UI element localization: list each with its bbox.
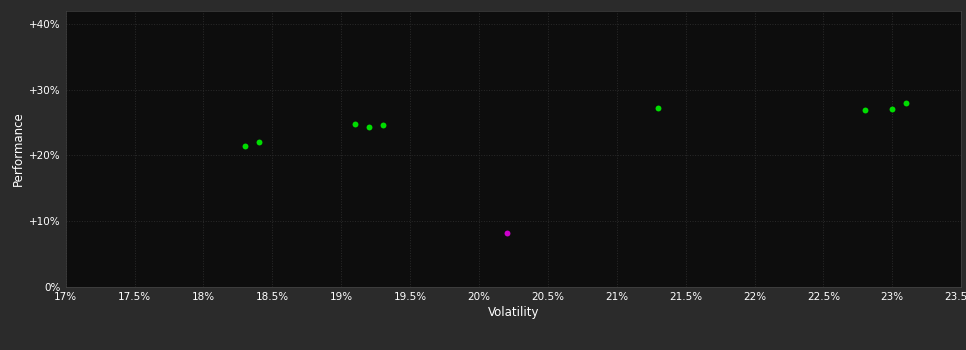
Point bbox=[885, 106, 900, 112]
Point bbox=[898, 100, 914, 105]
Point bbox=[347, 121, 362, 127]
Point bbox=[498, 230, 514, 236]
X-axis label: Volatility: Volatility bbox=[488, 306, 539, 319]
Y-axis label: Performance: Performance bbox=[12, 111, 25, 186]
Point bbox=[237, 143, 252, 149]
Point bbox=[650, 105, 666, 111]
Point bbox=[361, 124, 377, 130]
Point bbox=[375, 122, 390, 128]
Point bbox=[251, 139, 267, 145]
Point bbox=[857, 107, 872, 113]
